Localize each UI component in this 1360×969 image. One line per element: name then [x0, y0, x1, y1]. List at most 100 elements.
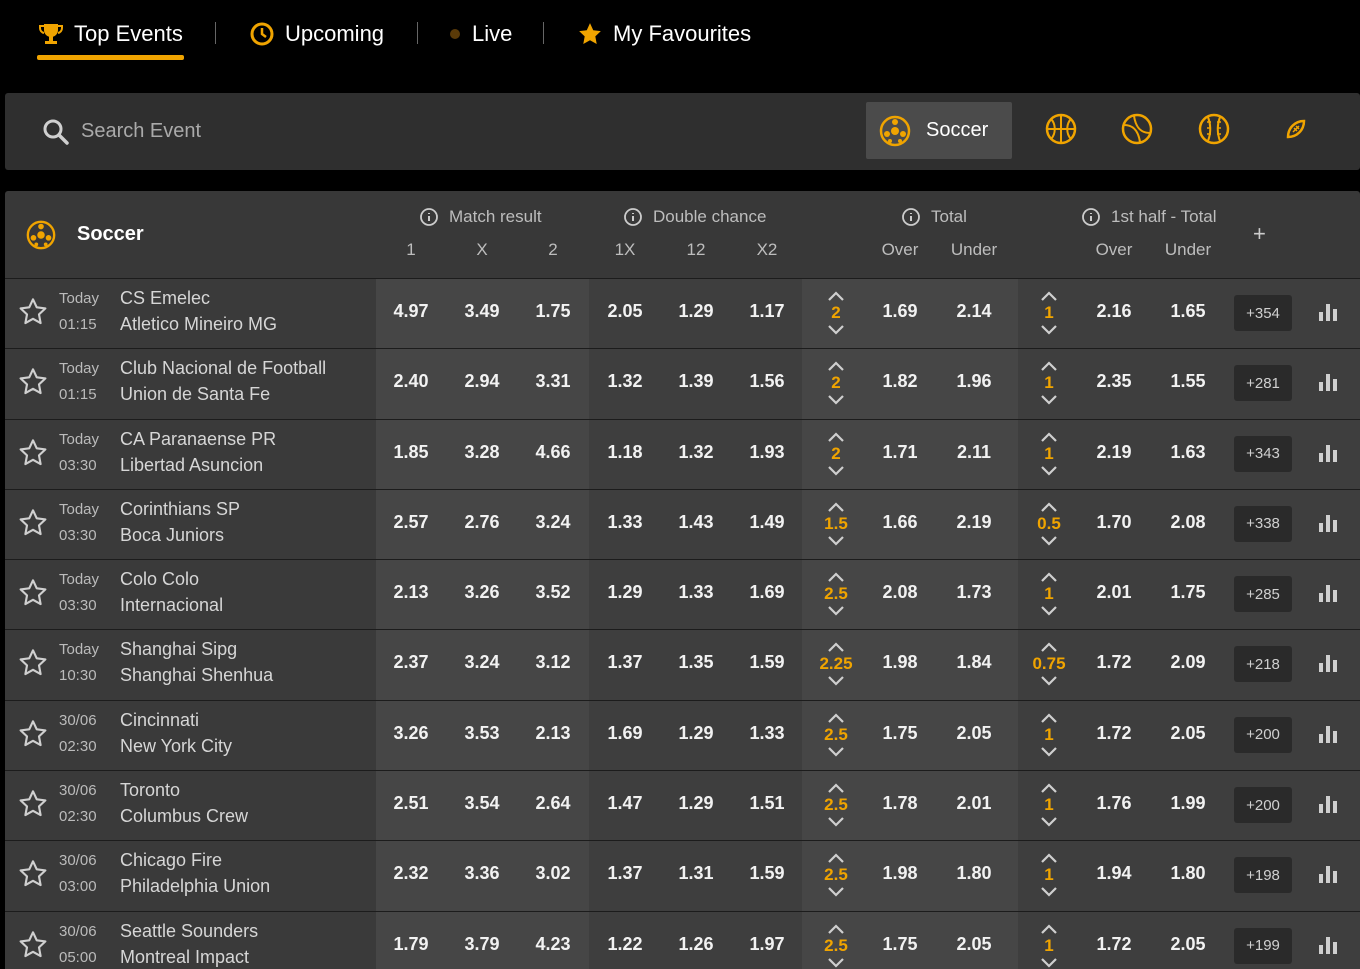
odd-half-under[interactable]: 2.05 — [1170, 722, 1206, 743]
odd-over[interactable]: 1.78 — [882, 793, 918, 814]
total-line-selector[interactable]: 2 — [806, 430, 866, 480]
odd-1x[interactable]: 1.33 — [607, 511, 643, 532]
odd-1[interactable]: 2.37 — [393, 652, 429, 673]
odd-over[interactable]: 2.08 — [882, 582, 918, 603]
odd-half-over[interactable]: 2.16 — [1096, 301, 1132, 321]
odd-x2[interactable]: 1.59 — [749, 863, 785, 884]
add-market-button[interactable]: + — [1253, 221, 1266, 246]
half-line-selector[interactable]: 1 — [1019, 781, 1079, 831]
stats-bar-chart-icon[interactable] — [1317, 793, 1339, 820]
odd-under[interactable]: 1.84 — [956, 652, 992, 673]
away-team[interactable]: New York City — [120, 735, 233, 756]
odd-1x[interactable]: 1.29 — [607, 582, 643, 603]
odd-2[interactable]: 2.64 — [535, 793, 571, 814]
odd-under[interactable]: 2.19 — [956, 511, 992, 532]
odd-1[interactable]: 4.97 — [393, 301, 429, 321]
more-markets-button[interactable]: +343 — [1234, 435, 1292, 472]
home-team[interactable]: Toronto — [120, 780, 181, 801]
odd-half-over[interactable]: 2.35 — [1096, 371, 1132, 392]
odd-half-under[interactable]: 2.08 — [1170, 511, 1206, 532]
odd-x2[interactable]: 1.93 — [749, 441, 785, 462]
odd-x[interactable]: 3.28 — [464, 441, 500, 462]
sport-filter-soccer[interactable]: Soccer — [866, 102, 1012, 159]
odd-1x[interactable]: 1.69 — [607, 722, 643, 743]
more-markets-button[interactable]: +281 — [1234, 365, 1292, 402]
odd-1x[interactable]: 1.37 — [607, 652, 643, 673]
odd-1x[interactable]: 1.18 — [607, 441, 643, 462]
half-line-selector[interactable]: 1 — [1019, 570, 1079, 620]
odd-2[interactable]: 3.24 — [535, 511, 571, 532]
chevron-down-icon[interactable] — [826, 393, 846, 411]
odd-half-over[interactable]: 1.94 — [1096, 863, 1132, 884]
odd-1x[interactable]: 1.22 — [607, 933, 643, 954]
home-team[interactable]: Colo Colo — [120, 569, 200, 590]
stats-bar-chart-icon[interactable] — [1317, 442, 1339, 469]
chevron-down-icon[interactable] — [826, 815, 846, 833]
odd-x2[interactable]: 1.51 — [749, 793, 785, 814]
favourite-star-icon[interactable] — [17, 296, 49, 333]
total-line-selector[interactable]: 2.5 — [806, 851, 866, 901]
odd-x[interactable]: 3.53 — [464, 722, 500, 743]
odd-1[interactable]: 3.26 — [393, 722, 429, 743]
info-icon[interactable] — [419, 207, 439, 227]
odd-12[interactable]: 1.31 — [678, 863, 714, 884]
total-line-selector[interactable]: 2 — [806, 289, 866, 339]
chevron-up-icon[interactable] — [1039, 640, 1059, 658]
odd-x2[interactable]: 1.17 — [749, 301, 785, 321]
odd-half-under[interactable]: 1.65 — [1170, 301, 1206, 321]
total-line-selector[interactable]: 2.5 — [806, 570, 866, 620]
more-markets-button[interactable]: +198 — [1234, 857, 1292, 894]
odd-under[interactable]: 2.14 — [956, 301, 992, 321]
odd-half-over[interactable]: 2.19 — [1096, 441, 1132, 462]
chevron-up-icon[interactable] — [1039, 500, 1059, 518]
away-team[interactable]: Columbus Crew — [120, 806, 249, 827]
sport-filter-basketball[interactable] — [1043, 113, 1079, 149]
home-team[interactable]: CA Paranaense PR — [120, 428, 277, 449]
odd-x2[interactable]: 1.56 — [749, 371, 785, 392]
stats-bar-chart-icon[interactable] — [1317, 582, 1339, 609]
stats-bar-chart-icon[interactable] — [1317, 512, 1339, 539]
odd-1[interactable]: 2.51 — [393, 793, 429, 814]
half-line-selector[interactable]: 1 — [1019, 359, 1079, 409]
chevron-up-icon[interactable] — [826, 430, 846, 448]
favourite-star-icon[interactable] — [17, 577, 49, 614]
chevron-down-icon[interactable] — [1039, 604, 1059, 622]
odd-2[interactable]: 3.02 — [535, 863, 571, 884]
odd-under[interactable]: 1.73 — [956, 582, 992, 603]
info-icon[interactable] — [901, 207, 921, 227]
away-team[interactable]: Union de Santa Fe — [120, 384, 271, 405]
more-markets-button[interactable]: +338 — [1234, 505, 1292, 542]
half-line-selector[interactable]: 1 — [1019, 430, 1079, 480]
odd-over[interactable]: 1.66 — [882, 511, 918, 532]
chevron-up-icon[interactable] — [1039, 851, 1059, 869]
odd-x[interactable]: 3.24 — [464, 652, 500, 673]
odd-2[interactable]: 1.75 — [535, 301, 571, 321]
chevron-down-icon[interactable] — [1039, 745, 1059, 763]
odd-1x[interactable]: 1.32 — [607, 371, 643, 392]
tab-upcoming[interactable]: Upcoming — [249, 14, 384, 54]
chevron-up-icon[interactable] — [1039, 570, 1059, 588]
odd-12[interactable]: 1.43 — [678, 511, 714, 532]
tab-my-favourites[interactable]: My Favourites — [577, 14, 751, 54]
home-team[interactable]: Shanghai Sipg — [120, 639, 238, 660]
odd-1[interactable]: 2.32 — [393, 863, 429, 884]
favourite-star-icon[interactable] — [17, 366, 49, 403]
odd-half-under[interactable]: 2.05 — [1170, 933, 1206, 954]
chevron-up-icon[interactable] — [826, 359, 846, 377]
chevron-up-icon[interactable] — [1039, 430, 1059, 448]
odd-x[interactable]: 3.36 — [464, 863, 500, 884]
favourite-star-icon[interactable] — [17, 858, 49, 895]
more-markets-button[interactable]: +199 — [1234, 927, 1292, 964]
chevron-down-icon[interactable] — [1039, 885, 1059, 903]
odd-1x[interactable]: 1.47 — [607, 793, 643, 814]
half-line-selector[interactable]: 1 — [1019, 289, 1079, 339]
favourite-star-icon[interactable] — [17, 507, 49, 544]
away-team[interactable]: Boca Juniors — [120, 524, 225, 545]
stats-bar-chart-icon[interactable] — [1317, 371, 1339, 398]
odd-over[interactable]: 1.98 — [882, 863, 918, 884]
stats-bar-chart-icon[interactable] — [1317, 934, 1339, 961]
chevron-up-icon[interactable] — [826, 781, 846, 799]
chevron-up-icon[interactable] — [826, 640, 846, 658]
odd-12[interactable]: 1.29 — [678, 722, 714, 743]
home-team[interactable]: Cincinnati — [120, 709, 200, 730]
